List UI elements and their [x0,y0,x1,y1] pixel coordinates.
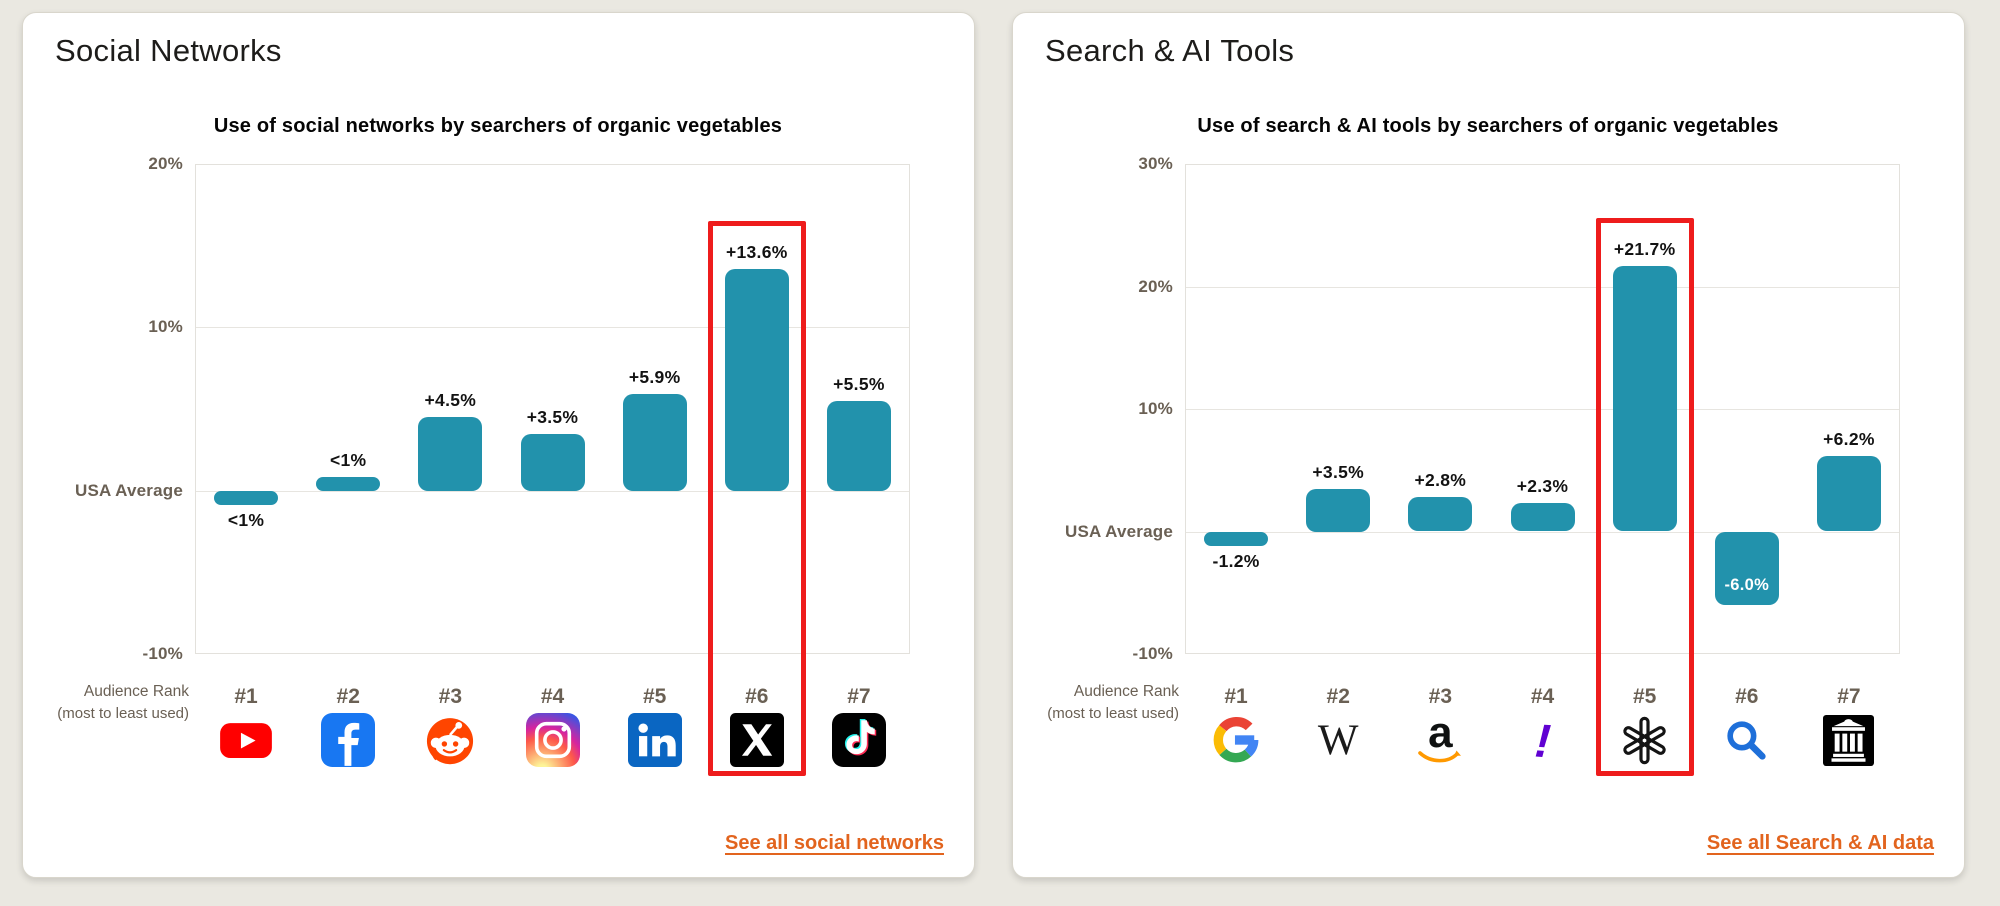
value-label-tiktok: +5.5% [833,373,885,394]
y-axis-tick-label: -10% [142,644,183,663]
x-icon [729,713,784,767]
value-label-internet-archive: +6.2% [1823,428,1875,449]
see-all-social-networks-link[interactable]: See all social networks [725,832,944,854]
value-label-yahoo: +2.3% [1516,476,1569,497]
google-icon [1209,713,1263,767]
rank-label-google: #1 [1224,685,1248,708]
yahoo-icon: ! [1532,713,1553,767]
internet-archive-icon [1822,713,1876,767]
panel-title: Social Networks [55,33,282,68]
search-ai-tools-card: Search & AI Tools Use of search & AI too… [1012,12,1965,878]
chart-title: Use of search & AI tools by searchers of… [1197,115,1779,137]
value-label-google: -1.2% [1212,551,1260,572]
search-magnifier-icon [1720,713,1774,767]
gridline [1186,532,1899,533]
bar-wikipedia [1306,488,1371,532]
rank-label-x: #6 [745,685,769,708]
reddit-icon [423,713,477,767]
y-axis-tick-label: -10% [1132,644,1173,663]
openai-icon [1618,713,1672,767]
bar-youtube [214,490,279,505]
bar-reddit [418,417,483,491]
bar-chatgpt [1612,265,1677,532]
rank-label-yahoo: #4 [1530,685,1555,708]
y-axis-tick-label: 30% [1138,154,1173,173]
bar-tiktok [826,400,891,491]
gridline [1186,287,1899,288]
value-label-chatgpt: +21.7% [1613,238,1676,259]
audience-rank-note-line1: Audience Rank [83,683,189,700]
rank-label-linkedin: #5 [642,685,667,708]
gridline [1186,409,1899,410]
bar-internet-archive [1816,455,1881,532]
value-label-wikipedia: +3.5% [1312,461,1364,482]
facebook-icon [321,713,376,767]
rank-label-tiktok: #7 [847,685,871,708]
bar-search [1714,531,1779,605]
audience-rank-note-line2: (most to least used) [57,705,189,722]
see-all-search-ai-data-link[interactable]: See all Search & AI data [1706,832,1934,854]
bar-facebook [316,476,381,491]
y-axis-tick-label: 20% [148,154,183,173]
bar-linkedin [622,394,687,491]
audience-rank-note-line1: Audience Rank [1073,683,1179,700]
gridline [196,327,909,328]
social-networks-card: Social Networks Use of social networks b… [22,12,975,878]
value-label-x: +13.6% [725,241,788,262]
rank-label-youtube: #1 [234,685,258,708]
rank-label-chatgpt: #5 [1632,685,1657,708]
bar-yahoo [1510,503,1575,532]
value-label-youtube: <1% [227,509,265,530]
rank-label-facebook: #2 [336,685,360,708]
audience-rank-note: Audience Rank (most to least used) [23,681,189,724]
rank-label-search: #6 [1735,685,1759,708]
amazon-icon: a [1413,711,1467,767]
rank-label-instagram: #4 [540,685,565,708]
audience-rank-note-line2: (most to least used) [1047,705,1179,722]
chart: 20% 10% USA Average -10% <1% #1 <1% #2 +4.5% #3… [23,13,974,877]
tiktok-icon [831,713,886,767]
value-label-search: -6.0% [1724,576,1770,594]
y-axis-tick-label: 10% [1138,399,1173,418]
linkedin-icon [627,713,682,767]
audience-rank-note: Audience Rank (most to least used) [1013,681,1179,724]
rank-label-wikipedia: #2 [1326,685,1350,708]
rank-label-internet-archive: #7 [1837,685,1861,708]
bar-x [724,268,789,491]
youtube-icon [219,713,273,767]
rank-label-reddit: #3 [438,685,463,708]
panel-title: Search & AI Tools [1045,33,1295,68]
value-label-amazon: +2.8% [1414,470,1467,491]
value-label-linkedin: +5.9% [628,367,681,388]
value-label-instagram: +3.5% [526,406,579,427]
chart: 30% 20% 10% USA Average -10% -1.2% #1 +3.5% #2 W… [1013,13,1964,877]
wikipedia-icon: W [1317,716,1359,764]
y-axis-tick-label: 20% [1138,276,1173,296]
y-axis-tick-label: USA Average [74,480,183,500]
bar-instagram [520,433,585,491]
chart-title: Use of social networks by searchers of o… [213,115,783,137]
value-label-facebook: <1% [329,449,367,470]
value-label-reddit: +4.5% [424,390,477,411]
gridline [196,491,909,492]
rank-label-amazon: #3 [1428,685,1453,708]
instagram-icon [525,713,580,767]
y-axis-tick-label: 10% [148,317,183,337]
plot-area [195,164,910,654]
bar-google [1204,531,1269,547]
y-axis-tick-label: USA Average [1064,521,1173,541]
bar-amazon [1408,497,1473,532]
